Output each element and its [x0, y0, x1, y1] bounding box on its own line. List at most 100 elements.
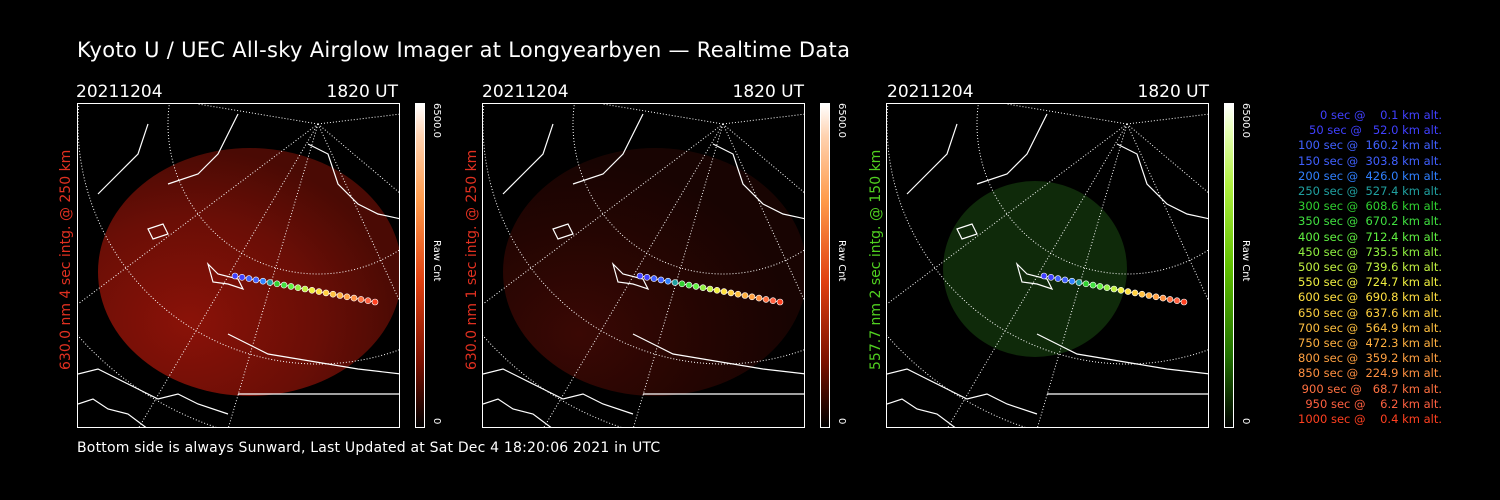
panel-3-colorbar-max: 6500.0: [1240, 103, 1251, 138]
trajectory-point: [287, 283, 295, 290]
trajectory-point: [343, 293, 351, 301]
trajectory-point: [755, 294, 763, 302]
trajectory-point: [322, 289, 330, 297]
panel-1-colorbar-unit: Raw Cnt: [431, 240, 442, 282]
trajectory-point: [350, 294, 358, 302]
trajectory-point: [1173, 297, 1181, 304]
trajectory-point: [1117, 287, 1125, 294]
trajectory-point: [1131, 289, 1139, 297]
panel-3-map: [887, 104, 1208, 427]
panel-3-colorbar-min: 0: [1240, 418, 1251, 425]
trajectory-point: [657, 276, 665, 284]
trajectory-point: [727, 289, 735, 297]
legend-row: 150 sec @ 303.8 km alt.: [1294, 153, 1442, 168]
trajectory-point: [748, 293, 756, 301]
trajectory-point: [678, 280, 686, 288]
panel-2-colorbar-max: 6500.0: [836, 103, 847, 138]
trajectory-point: [1054, 275, 1062, 282]
trajectory-point: [692, 283, 700, 290]
panel-1-image: [77, 103, 400, 428]
panel-1-date: 20211204: [76, 82, 163, 102]
trajectory-point: [741, 292, 749, 299]
trajectory-point: [231, 272, 239, 280]
legend-row: 700 sec @ 564.9 km alt.: [1294, 320, 1442, 335]
legend-row: 850 sec @ 224.9 km alt.: [1294, 366, 1442, 381]
legend-row: 200 sec @ 426.0 km alt.: [1294, 168, 1442, 183]
trajectory-point: [699, 284, 707, 291]
trajectory-point: [1096, 283, 1104, 290]
trajectory-point: [1159, 294, 1167, 302]
panel-2-date: 20211204: [482, 82, 569, 102]
legend-row: 350 sec @ 670.2 km alt.: [1294, 214, 1442, 229]
trajectory-point: [245, 275, 253, 282]
trajectory-point: [329, 290, 337, 298]
legend-row: 600 sec @ 690.8 km alt.: [1294, 290, 1442, 305]
legend-row: 500 sec @ 739.6 km alt.: [1294, 260, 1442, 275]
trajectory-point: [266, 279, 274, 286]
legend-row: 950 sec @ 6.2 km alt.: [1301, 396, 1442, 411]
trajectory-point: [706, 285, 714, 293]
trajectory-point: [301, 285, 309, 293]
legend-row: 750 sec @ 472.3 km alt.: [1294, 336, 1442, 351]
legend-row: 400 sec @ 712.4 km alt.: [1294, 229, 1442, 244]
trajectory-point: [1082, 280, 1090, 288]
trajectory-point: [294, 284, 302, 291]
panel-3-side-label: 557.7 nm 2 sec intg. @ 150 km: [868, 149, 884, 370]
panel-2-image: [482, 103, 805, 428]
legend-row: 450 sec @ 735.5 km alt.: [1294, 244, 1442, 259]
panel-1-time: 1820 UT: [326, 82, 399, 102]
trajectory-point: [280, 281, 288, 289]
legend-row: 250 sec @ 527.4 km alt.: [1294, 184, 1442, 199]
trajectory-point: [776, 298, 784, 306]
page-title: Kyoto U / UEC All-sky Airglow Imager at …: [77, 38, 851, 62]
trajectory-point: [238, 274, 246, 281]
trajectory-point: [1040, 272, 1048, 280]
panel-3-date: 20211204: [887, 82, 974, 102]
trajectory-point: [315, 288, 323, 295]
panel-2-colorbar: [820, 103, 830, 428]
legend-row: 550 sec @ 724.7 km alt.: [1294, 275, 1442, 290]
trajectory-point: [371, 298, 379, 306]
trajectory-point: [1068, 277, 1076, 285]
panel-3-colorbar: [1224, 103, 1234, 428]
panel-3-time: 1820 UT: [1137, 82, 1210, 102]
trajectory-point: [1047, 274, 1055, 281]
trajectory-point: [671, 279, 679, 286]
panel-2-side-label: 630.0 nm 1 sec intg. @ 250 km: [464, 149, 480, 370]
trajectory-point: [1145, 292, 1153, 299]
legend-row: 900 sec @ 68.7 km alt.: [1298, 381, 1442, 396]
legend-row: 100 sec @ 160.2 km alt.: [1294, 138, 1442, 153]
trajectory-point: [1103, 284, 1111, 291]
trajectory-point: [336, 292, 344, 299]
trajectory-point: [364, 297, 372, 304]
trajectory-point: [713, 287, 721, 294]
legend-row: 0 sec @ 0.1 km alt.: [1309, 108, 1442, 122]
legend-row: 800 sec @ 359.2 km alt.: [1294, 351, 1442, 366]
legend-row: 50 sec @ 52.0 km alt.: [1301, 123, 1442, 138]
trajectory-point: [664, 277, 672, 285]
trajectory-point: [273, 280, 281, 288]
trajectory-point: [650, 275, 658, 282]
panel-2-trajectory: [636, 272, 784, 306]
trajectory-point: [643, 274, 651, 281]
trajectory-point: [1152, 293, 1160, 301]
panel-1-trajectory: [231, 272, 379, 306]
trajectory-point: [762, 296, 770, 303]
trajectory-point: [252, 276, 260, 284]
panel-2-colorbar-unit: Raw Cnt: [836, 240, 847, 282]
trajectory-point: [259, 277, 267, 285]
legend-row: 1000 sec @ 0.4 km alt.: [1298, 412, 1442, 427]
trajectory-point: [308, 287, 316, 294]
panel-3-trajectory: [1040, 272, 1188, 306]
trajectory-point: [769, 297, 777, 304]
trajectory-point: [636, 272, 644, 280]
panel-2-time: 1820 UT: [732, 82, 805, 102]
panel-3-colorbar-unit: Raw Cnt: [1240, 240, 1251, 282]
panel-1-colorbar-min: 0: [431, 418, 442, 425]
panel-1-colorbar: [415, 103, 425, 428]
legend-row: 650 sec @ 637.6 km alt.: [1294, 305, 1442, 320]
trajectory-legend: 0 sec @ 0.1 km alt. 50 sec @ 52.0 km alt…: [1262, 108, 1442, 427]
trajectory-point: [1180, 298, 1188, 306]
trajectory-point: [734, 290, 742, 298]
panel-2-colorbar-min: 0: [836, 418, 847, 425]
